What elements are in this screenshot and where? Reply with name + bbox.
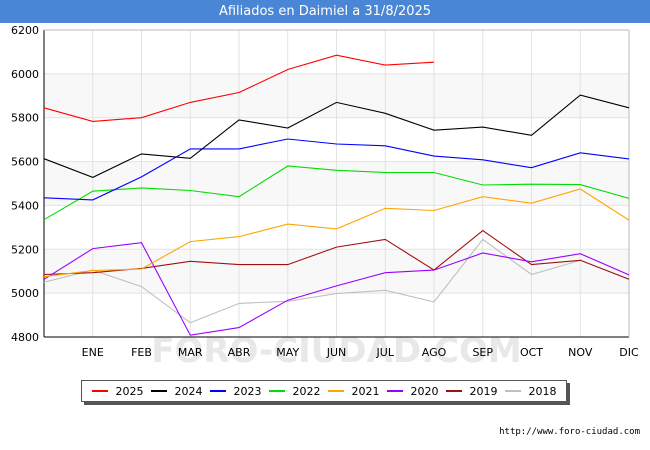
x-tick-label: AGO [422,346,447,359]
chart-title: Afiliados en Daimiel a 31/8/2025 [218,4,432,19]
x-tick-label: ENE [82,346,104,359]
series-line-2021 [43,188,630,278]
y-tick-label: 4800 [11,331,39,344]
y-tick-label: 6000 [11,68,39,81]
legend-label: 2024 [174,384,203,398]
source-url: http://www.foro-ciudad.com [499,427,640,437]
watermark: FORO-CIUDAD.COM [151,331,522,371]
x-tick-label: SEP [472,346,493,359]
y-tick-label: 5400 [11,199,39,212]
x-tick-label: FEB [131,346,152,359]
legend-swatch [150,390,167,392]
x-tick-label: DIC [619,346,639,359]
legend-item-2018: 2018 [504,384,557,398]
x-tick-label: NOV [568,346,593,359]
series-line-2018 [43,238,630,324]
series-line-2023 [43,138,630,201]
legend: 2025 2024 2023 2022 2021 2020 2019 2018 [81,380,567,402]
series-line-2020 [43,242,630,336]
y-tick-label: 5800 [11,112,39,125]
legend-label: 2021 [351,384,380,398]
x-tick-label: JUN [326,346,347,359]
legend-label: 2023 [233,384,262,398]
title-bar [0,0,650,23]
legend-label: 2018 [528,384,557,398]
y-tick-label: 6200 [11,24,39,37]
y-tick-label: 5600 [11,156,39,169]
legend-item-2021: 2021 [327,384,380,398]
series-line-2024 [43,94,630,178]
legend-swatch [268,390,285,392]
legend-label: 2020 [410,384,439,398]
legend-swatch [386,390,403,392]
legend-item-2022: 2022 [268,384,321,398]
series-line-2025 [43,54,435,122]
legend-item-2019: 2019 [445,384,498,398]
x-tick-label: OCT [520,346,543,359]
x-tick-label: ABR [228,346,251,359]
series-line-2022 [43,165,630,221]
legend-swatch [327,390,344,392]
legend-label: 2022 [292,384,321,398]
legend-item-2025: 2025 [91,384,144,398]
x-tick-label: MAR [178,346,203,359]
x-tick-label: JUL [376,346,395,359]
y-tick-label: 5000 [11,287,39,300]
legend-swatch [504,390,521,392]
legend-swatch [445,390,462,392]
legend-label: 2025 [115,384,144,398]
legend-item-2023: 2023 [209,384,262,398]
legend-swatch [209,390,226,392]
y-tick-label: 5200 [11,243,39,256]
legend-swatch [91,390,108,392]
x-tick-label: MAY [276,346,299,359]
legend-item-2024: 2024 [150,384,203,398]
legend-label: 2019 [469,384,498,398]
legend-item-2020: 2020 [386,384,439,398]
